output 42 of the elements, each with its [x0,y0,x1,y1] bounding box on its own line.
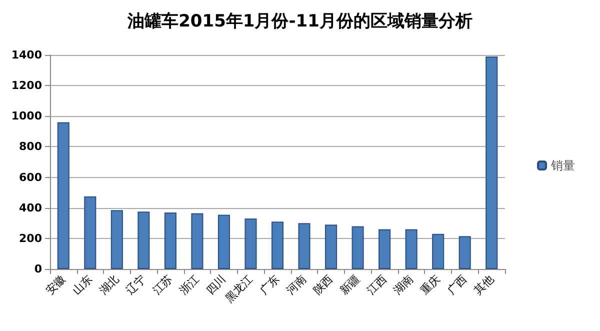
x-tick-label: 辽宁 [124,272,148,298]
bar [352,226,364,269]
y-tick-label: 600 [19,170,42,184]
x-tick-label: 山东 [70,272,95,298]
x-tick-label: 陕西 [310,272,336,298]
bar [110,210,123,269]
x-tick-label: 新疆 [338,272,362,298]
bar [84,196,96,269]
y-tick-label: 200 [19,232,42,245]
bar [432,234,444,269]
y-tick-label: 1000 [11,110,42,123]
x-tick-label: 重庆 [418,272,443,298]
x-tick-label: 浙江 [177,272,202,298]
x-tick-label: 江西 [364,272,390,298]
bar [244,218,257,269]
bar [405,229,418,269]
bar [486,56,498,269]
y-tick-label: 1200 [11,79,42,92]
x-tick-label: 广东 [257,272,282,298]
x-tick-label: 其他 [471,272,496,298]
y-tick-label: 400 [19,201,42,214]
bar [57,122,70,269]
bar [458,236,471,269]
y-tick-label: 0 [34,262,42,276]
bar [164,212,176,269]
bar [191,213,204,269]
x-tick-label: 河南 [284,272,309,298]
x-tick-label: 湖南 [391,272,416,298]
y-tick-label: 1400 [11,48,42,62]
x-tick-label: 湖北 [96,272,122,298]
x-tick-label: 广西 [444,272,470,298]
chart-title: 油罐车2015年1月份-11月份的区域销量分析 [126,12,472,32]
bar [138,212,150,269]
bar [378,229,391,269]
bar [218,214,230,269]
legend-label: 销量 [550,158,575,172]
bar [325,224,338,269]
y-tick-label: 800 [19,140,42,154]
x-tick-label: 安徽 [43,272,68,298]
bar [298,223,310,269]
bar [271,222,284,269]
x-tick-label: 江苏 [150,272,176,298]
